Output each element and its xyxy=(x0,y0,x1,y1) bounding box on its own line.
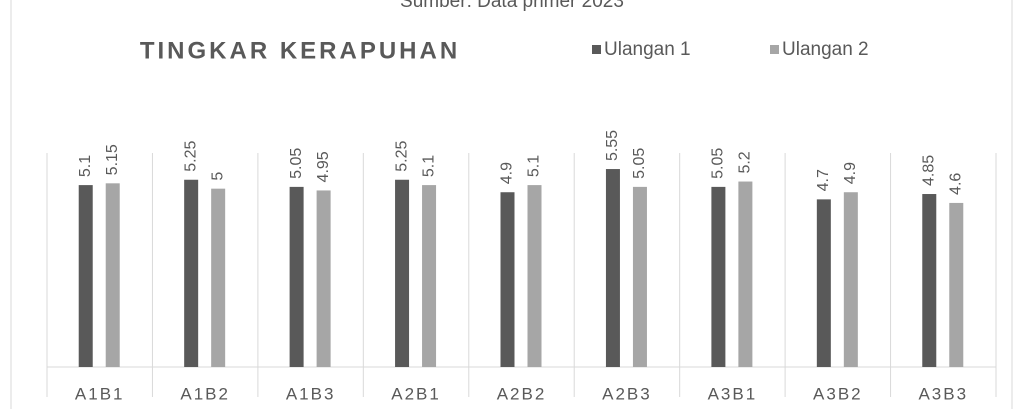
chart-subtitle: Sumber: Data primer 2023 xyxy=(400,0,624,12)
bar xyxy=(105,183,120,367)
bar xyxy=(316,190,331,367)
data-label: 5.1 xyxy=(526,155,543,177)
data-label: 4.85 xyxy=(920,155,937,186)
data-label: 5.1 xyxy=(420,155,437,177)
bar xyxy=(78,185,93,367)
chart-frame xyxy=(10,0,1013,409)
bar xyxy=(949,202,964,367)
x-tick-label: A1B1 xyxy=(75,384,125,403)
legend-swatch xyxy=(770,45,779,54)
data-label: 5.05 xyxy=(710,148,727,179)
data-label: 5.1 xyxy=(77,155,94,177)
data-label: 4.95 xyxy=(315,151,332,182)
x-tick-label: A2B1 xyxy=(391,384,441,403)
data-label: 4.9 xyxy=(842,162,859,184)
data-label: 5.25 xyxy=(393,141,410,172)
bar xyxy=(922,194,937,367)
bar xyxy=(738,181,753,367)
bar xyxy=(395,179,410,367)
x-tick-label: A2B3 xyxy=(602,384,652,403)
data-label: 5.15 xyxy=(104,144,121,175)
data-label: 5.05 xyxy=(288,148,305,179)
data-label: 5.2 xyxy=(737,151,754,173)
data-label: 5.25 xyxy=(182,141,199,172)
x-tick-label: A3B1 xyxy=(708,384,758,403)
x-tick-label: A3B2 xyxy=(813,384,863,403)
bar xyxy=(289,186,304,367)
x-tick-label: A1B3 xyxy=(286,384,336,403)
data-label: 5.05 xyxy=(631,148,648,179)
x-tick-label: A1B2 xyxy=(180,384,230,403)
bar xyxy=(422,185,437,367)
bar xyxy=(500,192,515,367)
data-label: 5.55 xyxy=(604,130,621,161)
bar xyxy=(843,192,858,367)
data-label: 5 xyxy=(209,172,226,181)
data-label: 4.6 xyxy=(947,173,964,195)
bar xyxy=(211,188,226,367)
legend-swatch xyxy=(592,45,601,54)
bar xyxy=(816,199,831,367)
x-tick-label: A3B3 xyxy=(918,384,968,403)
chart-title: TINGKAR KERAPUHAN xyxy=(140,37,460,64)
legend-label: Ulangan 2 xyxy=(782,39,869,60)
bar xyxy=(527,185,542,367)
legend-label: Ulangan 1 xyxy=(604,39,691,60)
bar xyxy=(632,186,647,367)
bar xyxy=(711,186,726,367)
bar xyxy=(184,179,199,367)
x-tick-label: A2B2 xyxy=(497,384,547,403)
data-label: 4.7 xyxy=(815,169,832,191)
bar xyxy=(605,169,620,367)
data-label: 4.9 xyxy=(499,162,516,184)
